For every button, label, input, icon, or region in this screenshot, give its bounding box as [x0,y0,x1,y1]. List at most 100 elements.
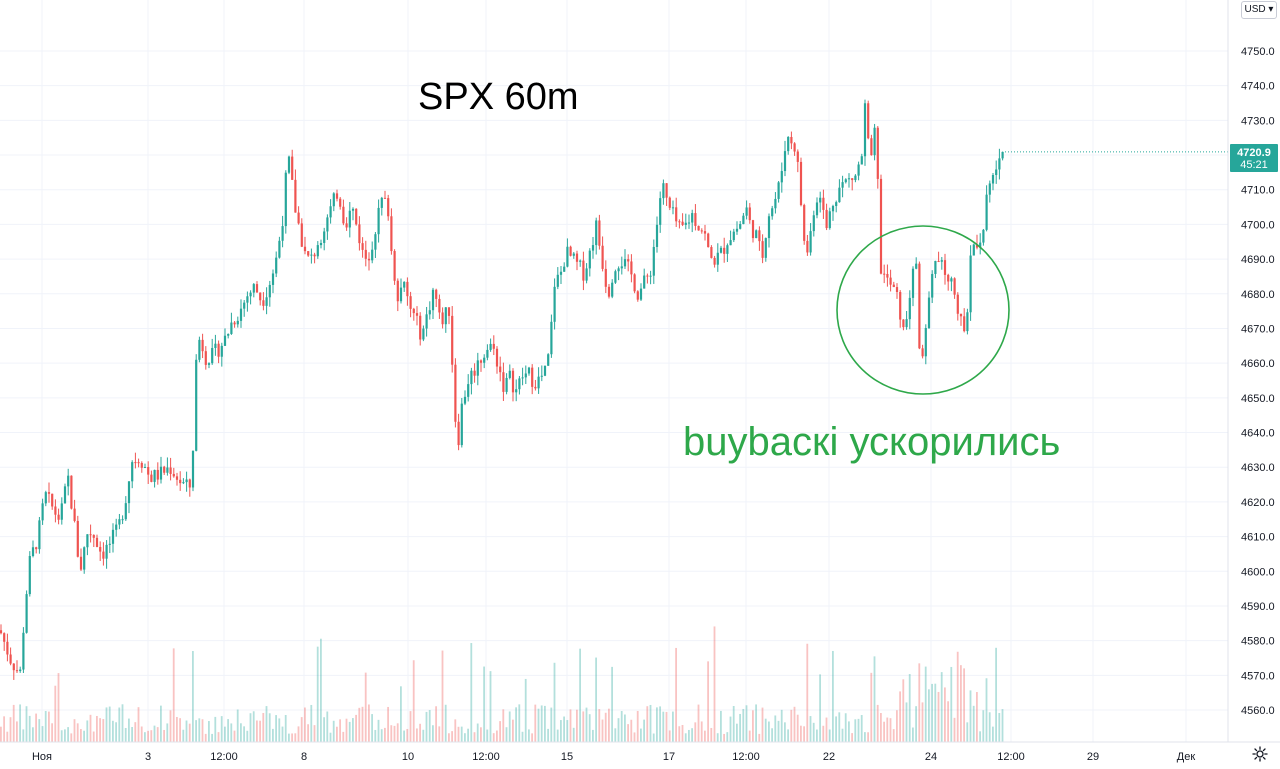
volume-bar [588,714,591,742]
candle-body [63,486,67,504]
candle-body [553,286,556,322]
volume-bar [918,663,921,742]
volume-bar [1001,709,1004,742]
candle-body [105,544,108,559]
volume-bar [569,709,572,742]
candle-body [812,215,815,232]
candle-body [646,275,649,277]
volume-bar [595,657,597,742]
price-tick-label: 4660.0 [1241,358,1275,370]
candle-body [156,469,159,480]
candle-body [79,556,83,570]
candle-body [422,328,425,340]
volume-bar [873,656,876,742]
volume-bar [89,714,92,742]
volume-bar [534,704,537,742]
volume-bar [649,704,652,742]
volume-bar [720,710,722,742]
volume-bar [921,702,924,742]
volume-bar [54,685,57,742]
volume-bar [118,707,121,742]
volume-bar [304,707,306,742]
candle-body [233,322,236,325]
time-axis[interactable]: Ноя 3 12:00 8 10 12:00 15 17 12:00 22 24 12:00 29 Дек [0,741,1280,768]
candle-body [451,315,454,365]
candle-body [230,322,233,334]
volume-bar [86,720,89,742]
candle-body [479,360,483,363]
volume-bar [35,713,37,742]
candle-body [239,308,243,321]
candle-body [601,245,604,269]
candle-body [633,274,636,292]
candle-body [790,136,793,144]
candle-body [137,462,140,464]
candle-body [377,207,380,235]
volume-bar [326,711,329,742]
candle-body [179,479,182,484]
volume-bar [572,727,575,742]
annotation-circle [836,225,1010,395]
volume-bar [268,713,271,742]
volume-bar [950,666,953,742]
volume-bar [374,729,377,742]
volume-bar [608,708,610,742]
chart-settings-button[interactable] [1250,744,1270,764]
volume-bar [307,724,309,742]
currency-dropdown-button[interactable]: USD ▾ [1241,1,1277,19]
candle-body [937,260,940,262]
candle-body [265,297,268,306]
volume-bar [140,726,143,742]
candle-body [364,249,367,259]
candle-body [214,343,217,348]
candle-body [467,384,470,397]
volume-bar [281,726,284,742]
volume-bar [368,704,370,742]
volume-bar [544,705,546,742]
volume-bar [428,710,431,742]
candle-body [313,254,316,257]
volume-bar [438,726,441,742]
candle-body [41,503,44,521]
volume-bar [620,711,623,742]
candle-body [815,202,819,216]
volume-bar [355,714,357,742]
volume-bar [627,724,629,742]
volume-bar [630,719,633,742]
candle-body [278,240,281,258]
price-axis[interactable]: 4560.0 4570.0 4580.0 4590.0 4600.0 4610.0 4620… [1227,0,1280,742]
candle-body [697,225,700,231]
candle-body [988,183,991,195]
candle-body [543,365,547,376]
volume-bar [204,733,207,742]
candle-body [857,164,860,176]
volume-bar [886,717,889,742]
candle-body [108,543,111,545]
candle-body [383,197,387,199]
volume-bar [67,727,69,742]
candle-body [489,343,492,350]
volume-bar [0,726,2,742]
volume-bar [732,706,735,742]
candle-body [457,421,460,446]
candle-body [38,520,41,550]
volume-bar [249,713,252,742]
volume-bar [691,728,693,742]
candle-body [57,514,60,520]
volume-bar [131,727,133,742]
volume-bar [227,719,229,742]
volume-bar [252,711,255,742]
volume-bar [496,730,498,742]
candle-body [691,213,694,223]
candle-body [332,193,335,207]
candle-body [611,282,614,297]
volume-bar [892,729,895,742]
volume-bar [995,647,997,742]
volume-bar [713,626,716,742]
candle-body [771,208,774,217]
candle-body [339,198,342,207]
volume-bar [403,730,405,742]
volume-bar [806,643,809,742]
volume-bar [899,691,901,742]
